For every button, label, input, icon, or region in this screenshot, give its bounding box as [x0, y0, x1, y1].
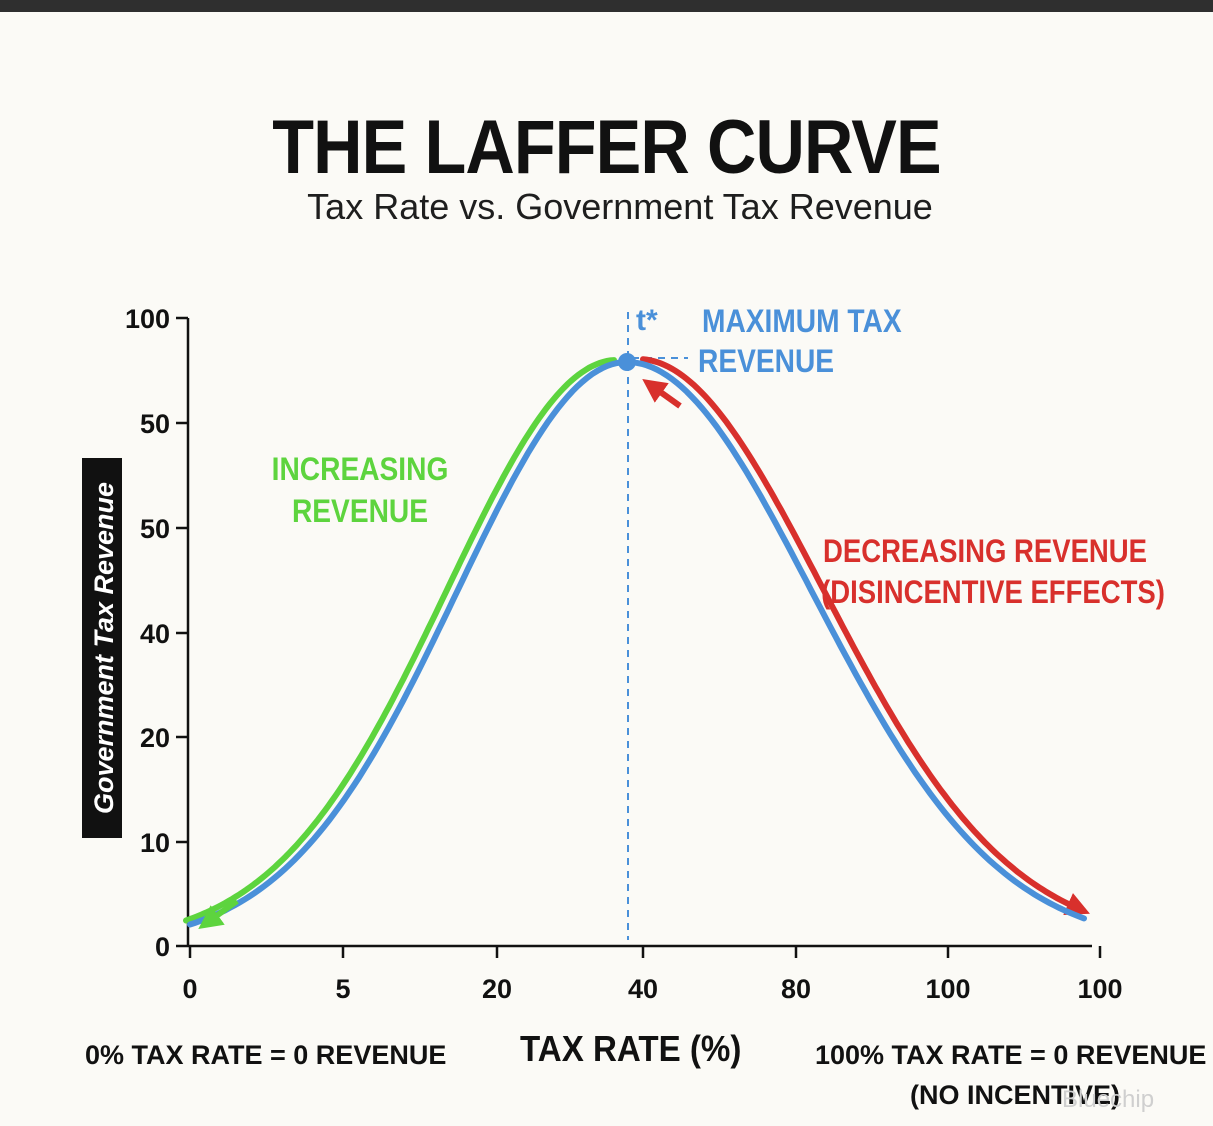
watermark: Bluechip	[1062, 1086, 1155, 1113]
decreasing-revenue-label-line1: DECREASING REVENUE	[823, 534, 1147, 569]
x-tick-label: 20	[482, 974, 512, 1004]
increasing-revenue-label-line1: INCREASING	[272, 452, 449, 487]
increasing-revenue-curve	[183, 357, 617, 924]
chart-subtitle: Tax Rate vs. Government Tax Revenue	[307, 186, 933, 227]
x-tick-label: 40	[628, 974, 658, 1004]
y-axis-label: Government Tax Revenue	[82, 458, 122, 838]
svg-text:Government Tax Revenue: Government Tax Revenue	[89, 482, 119, 814]
y-tick-label: 50	[140, 409, 170, 439]
x-tick-label: 80	[781, 974, 811, 1004]
y-tick-label: 50	[140, 514, 170, 544]
red-peak-arrow	[642, 379, 682, 409]
laffer-curve-line	[187, 358, 1087, 928]
y-tick-label: 40	[140, 619, 170, 649]
y-tick-label: 20	[140, 723, 170, 753]
footer-left-note: 0% TAX RATE = 0 REVENUE	[85, 1040, 447, 1070]
decreasing-revenue-curve	[640, 356, 1090, 915]
footer-right-note-line1: 100% TAX RATE = 0 REVENUE	[815, 1040, 1207, 1070]
x-axis-label: TAX RATE (%)	[520, 1028, 742, 1069]
max-revenue-label-line1: MAXIMUM TAX	[702, 304, 902, 339]
y-tick-label: 100	[125, 304, 170, 334]
y-tick-label: 10	[140, 828, 170, 858]
green-arrow	[198, 898, 239, 930]
peak-point	[618, 353, 636, 371]
x-tick-label: 5	[335, 974, 350, 1004]
x-tick-label: 100	[1077, 974, 1122, 1004]
y-tick-label: 0	[155, 932, 170, 962]
chart-title: THE LAFFER CURVE	[272, 105, 941, 190]
footer-right-note-line2: (NO INCENTIVE)	[910, 1080, 1121, 1110]
x-tick-label: 100	[925, 974, 970, 1004]
decreasing-revenue-label-line2: (DISINCENTIVE EFFECTS)	[821, 575, 1165, 610]
x-tick-label: 0	[182, 974, 197, 1004]
top-bar	[0, 0, 1213, 12]
peak-label: t*	[636, 304, 658, 337]
increasing-revenue-label-line2: REVENUE	[292, 494, 428, 529]
max-revenue-label-line2: REVENUE	[698, 344, 834, 379]
